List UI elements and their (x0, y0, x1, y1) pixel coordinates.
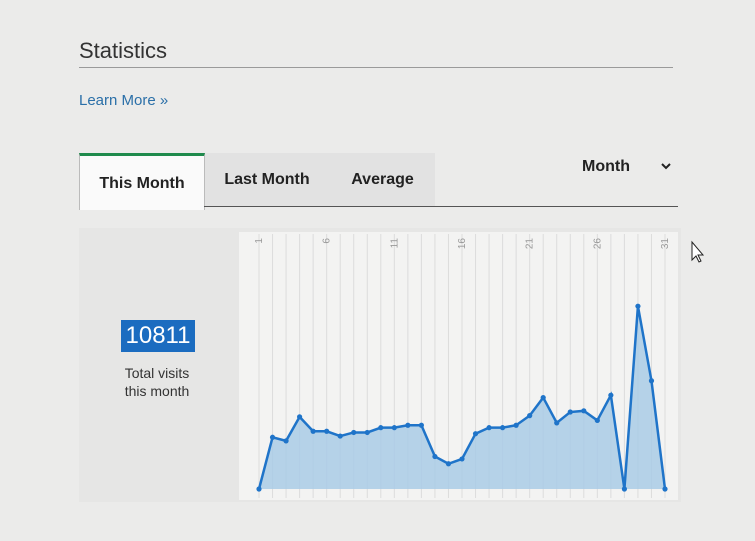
point (486, 425, 492, 431)
point (364, 429, 370, 436)
point (459, 456, 465, 462)
point (635, 303, 641, 309)
tab-active[interactable]: This Month (79, 153, 205, 210)
point (337, 433, 343, 439)
point (324, 428, 330, 434)
point (648, 378, 655, 384)
point (445, 461, 452, 467)
point (269, 434, 276, 440)
point (405, 422, 411, 428)
point (432, 453, 438, 460)
tab[interactable]: Average (330, 153, 435, 206)
point (391, 425, 397, 431)
chevron[interactable] (661, 163, 671, 170)
point (594, 417, 600, 424)
point (418, 422, 424, 428)
x-tick-label: 26 (592, 238, 603, 250)
section-title: Statistics (79, 38, 168, 63)
point (310, 428, 316, 434)
point (567, 409, 573, 415)
point (513, 422, 519, 428)
x-tick-label: 31 (660, 238, 671, 250)
point (621, 486, 628, 492)
total-visits: 10811 (121, 320, 195, 352)
point (554, 420, 560, 426)
cursor (691, 240, 705, 263)
point (581, 408, 587, 414)
x-tick-label: 21 (525, 238, 536, 250)
x-tick-label: 1 (254, 238, 265, 244)
divider (79, 67, 673, 68)
point (662, 486, 668, 492)
caption: this month (124, 383, 190, 399)
caption: Total visits (124, 365, 190, 381)
point (378, 425, 384, 431)
point (351, 429, 357, 436)
point (527, 413, 533, 419)
point (283, 438, 289, 444)
point (472, 431, 479, 437)
x-tick-label: 11 (389, 238, 400, 249)
learn-more-link[interactable]: Learn More » (79, 92, 169, 109)
point (256, 486, 262, 492)
point (540, 394, 546, 401)
tab-underline (204, 206, 678, 207)
point (608, 392, 614, 398)
point (297, 414, 303, 420)
point (500, 425, 506, 431)
tab[interactable]: Last Month (204, 153, 330, 206)
x-tick-label: 16 (457, 238, 468, 250)
period-dropdown[interactable]: Month (582, 158, 630, 175)
x-tick-label: 6 (322, 238, 333, 244)
area (259, 306, 665, 489)
